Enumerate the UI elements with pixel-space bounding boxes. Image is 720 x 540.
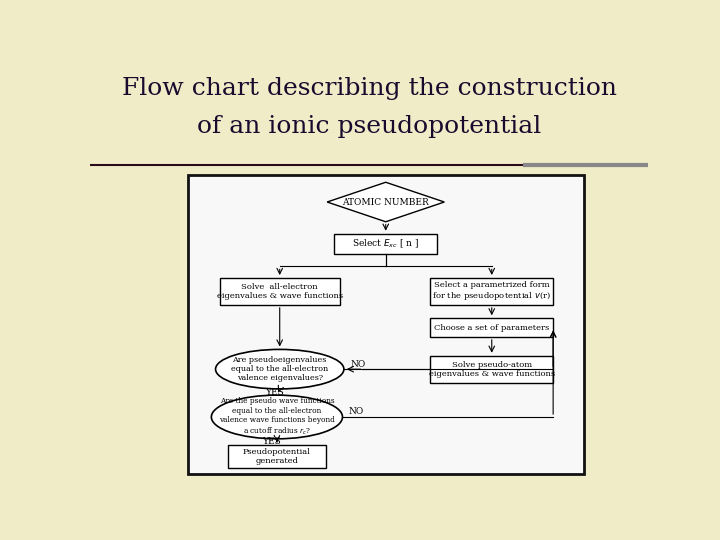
Text: Select a parametrized form
for the pseudopotential $v$(r): Select a parametrized form for the pseud… <box>432 281 552 302</box>
FancyBboxPatch shape <box>431 278 553 305</box>
Text: Solve pseudo-atom
eigenvalues & wave functions: Solve pseudo-atom eigenvalues & wave fun… <box>428 361 555 378</box>
Polygon shape <box>188 175 584 474</box>
Text: NO: NO <box>350 360 366 369</box>
Ellipse shape <box>215 349 344 389</box>
Text: Are the pseudo wave functions
equal to the all-electron
valence wave functions b: Are the pseudo wave functions equal to t… <box>219 397 335 436</box>
Text: YES: YES <box>262 437 281 447</box>
FancyBboxPatch shape <box>431 356 553 383</box>
Text: ATOMIC NUMBER: ATOMIC NUMBER <box>343 198 429 206</box>
Text: of an ionic pseudopotential: of an ionic pseudopotential <box>197 114 541 138</box>
Text: Are pseudoeigenvalues
equal to the all-electron
valence eigenvalues?: Are pseudoeigenvalues equal to the all-e… <box>231 356 328 382</box>
Text: NO: NO <box>348 408 364 416</box>
Text: Flow chart describing the construction: Flow chart describing the construction <box>122 77 616 100</box>
FancyBboxPatch shape <box>228 445 325 468</box>
FancyBboxPatch shape <box>334 234 437 254</box>
Text: Pseudopotential
generated: Pseudopotential generated <box>243 448 311 465</box>
Ellipse shape <box>212 395 343 439</box>
Text: YES: YES <box>265 388 284 396</box>
Text: Choose a set of parameters: Choose a set of parameters <box>434 323 549 332</box>
FancyBboxPatch shape <box>431 318 553 337</box>
Text: Select $E_{xc}$ [ n ]: Select $E_{xc}$ [ n ] <box>352 238 419 250</box>
Text: Solve  all-electron
eigenvalues & wave functions: Solve all-electron eigenvalues & wave fu… <box>217 283 343 300</box>
FancyBboxPatch shape <box>220 278 340 305</box>
Polygon shape <box>327 183 444 222</box>
